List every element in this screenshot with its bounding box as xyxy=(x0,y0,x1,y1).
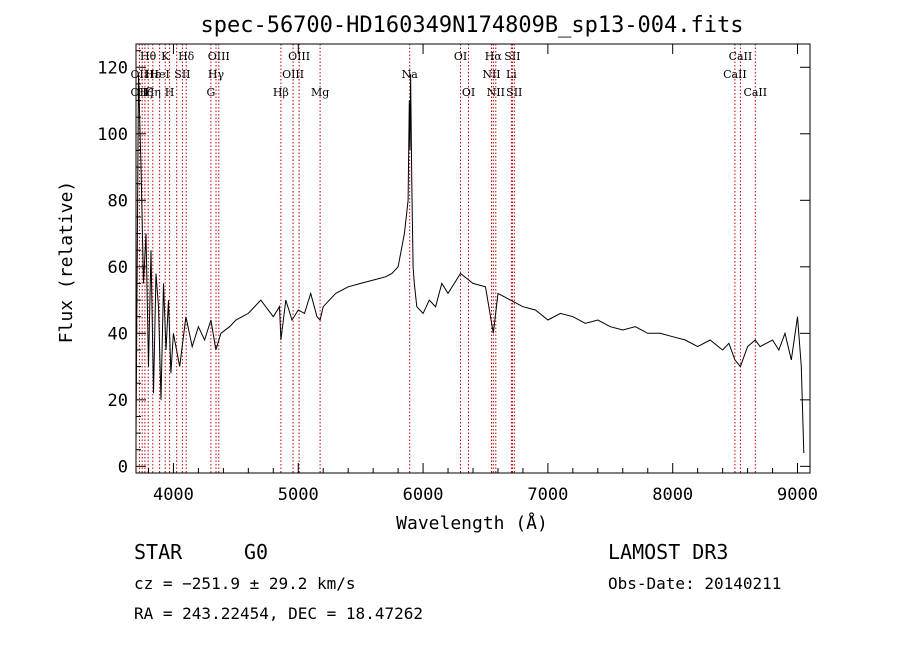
object-class: STAR xyxy=(134,540,183,564)
line-label-5: OI xyxy=(454,50,467,63)
spectral-line-markers xyxy=(138,44,756,473)
line-label-13: Hγ xyxy=(208,68,225,81)
line-label-12: SII xyxy=(174,68,190,81)
line-label-20: Hζ xyxy=(137,86,153,99)
y-axis-label: Flux (relative) xyxy=(56,181,77,344)
line-label-2: Hδ xyxy=(178,50,195,63)
y-tick-label-6: 120 xyxy=(97,58,128,78)
redshift-cz: cz = −251.9 ± 29.2 km/s xyxy=(134,574,356,593)
line-label-26: OI xyxy=(462,86,475,99)
y-tick-label-5: 100 xyxy=(97,125,128,145)
coordinates: RA = 243.22454, DEC = 18.47262 xyxy=(134,604,423,623)
survey-name: LAMOST DR3 xyxy=(608,540,729,564)
y-tick-label-4: 80 xyxy=(108,191,128,211)
line-label-7: SII xyxy=(504,50,520,63)
y-axis: 0 20 40 60 80 100 120 xyxy=(97,50,810,477)
line-label-11: HeI xyxy=(149,68,169,81)
line-label-17: Li xyxy=(506,68,517,81)
line-label-29: CaII xyxy=(743,86,767,99)
line-label-23: G xyxy=(207,86,216,99)
line-label-21: Hη xyxy=(145,86,161,99)
line-label-3: OIII xyxy=(208,50,230,63)
line-label-27: NII xyxy=(487,86,505,99)
x-axis-label: Wavelength (Å) xyxy=(396,512,548,534)
x-tick-label-5: 9000 xyxy=(777,485,818,505)
y-tick-label-0: 0 xyxy=(118,457,128,477)
line-label-4: OIII xyxy=(288,50,310,63)
line-label-10: Hε xyxy=(145,68,161,81)
line-label-24: Hβ xyxy=(273,86,289,99)
x-tick-label-1: 5000 xyxy=(278,485,319,505)
line-label-0: Hθ xyxy=(140,50,157,63)
y-tick-label-1: 20 xyxy=(108,391,128,411)
spectrum-line xyxy=(135,73,805,454)
x-axis: 4000 5000 6000 7000 8000 9000 xyxy=(147,44,818,505)
line-label-28: SII xyxy=(506,86,522,99)
line-label-25: Mg xyxy=(311,86,329,99)
line-label-8: CaII xyxy=(729,50,753,63)
y-tick-label-2: 40 xyxy=(108,324,128,344)
line-label-18: CaII xyxy=(723,68,747,81)
object-subclass: G0 xyxy=(244,540,269,564)
observation-date: Obs-Date: 20140211 xyxy=(608,574,782,593)
x-tick-label-0: 4000 xyxy=(153,485,194,505)
line-label-6: Hα xyxy=(485,50,503,63)
chart-title: spec-56700-HD160349N174809B_sp13-004.fit… xyxy=(200,13,743,38)
line-label-15: Na xyxy=(402,68,419,81)
plot-frame xyxy=(135,43,811,474)
line-label-9: OII xyxy=(131,68,149,81)
line-label-1: K xyxy=(161,50,170,63)
line-label-16: NII xyxy=(482,68,500,81)
line-label-14: OIII xyxy=(282,68,304,81)
y-tick-label-3: 60 xyxy=(108,258,128,278)
line-label-22: H xyxy=(165,86,175,99)
x-tick-label-4: 8000 xyxy=(652,485,693,505)
x-tick-label-2: 6000 xyxy=(403,485,444,505)
x-tick-label-3: 7000 xyxy=(527,485,568,505)
